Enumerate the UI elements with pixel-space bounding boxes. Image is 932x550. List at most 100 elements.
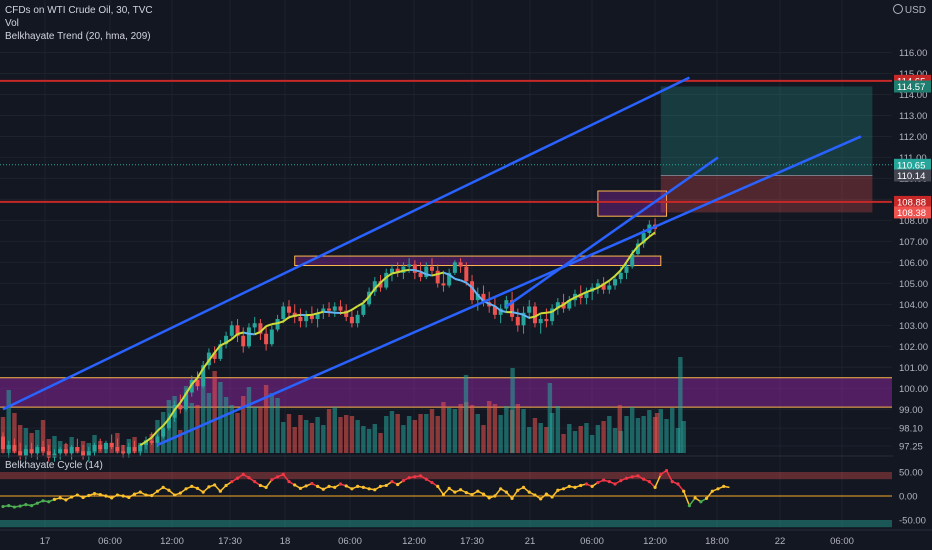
cycle-point	[579, 483, 583, 488]
cycle-point	[344, 484, 348, 488]
candle-body	[475, 293, 480, 301]
volume-bar	[326, 409, 332, 453]
volume-bar	[670, 408, 675, 453]
currency-selector[interactable]: USD	[892, 4, 926, 16]
cycle-point	[12, 505, 17, 509]
cycle-tick-label: -50.00	[899, 516, 926, 527]
price-tick-label: 113.00	[899, 111, 927, 122]
volume-bar	[658, 409, 663, 453]
time-tick-label: 18	[280, 536, 291, 547]
trend-line	[505, 156, 719, 308]
volume-bar	[595, 425, 601, 453]
price-badge-label: 110.65	[897, 160, 925, 171]
volume-bar	[612, 428, 618, 453]
candle-body	[601, 283, 606, 290]
candle-body	[378, 281, 383, 288]
volume-bar	[675, 428, 681, 453]
volume-bar	[521, 409, 526, 453]
trend-segment	[574, 293, 582, 299]
cycle-indicator-label[interactable]: Belkhayate Cycle (14)	[5, 460, 103, 471]
cycle-point	[527, 490, 531, 494]
trend-segment	[168, 409, 176, 420]
candle-body	[458, 262, 463, 267]
trend-segment	[368, 288, 376, 298]
candle-body	[595, 283, 600, 288]
symbol-title[interactable]: CFDs on WTI Crude Oil, 30, TVC	[5, 5, 153, 16]
candle-body	[338, 306, 343, 311]
cycle-point	[539, 497, 543, 501]
candle-body	[58, 449, 63, 454]
trend-segment	[248, 332, 255, 336]
volume-bar	[361, 426, 366, 453]
price-badge-label: 108.38	[897, 208, 926, 219]
cycle-point	[567, 484, 571, 488]
candle-body	[395, 268, 400, 273]
trend-segment	[345, 308, 353, 314]
horizontal-lines[interactable]	[0, 79, 892, 203]
cycle-tick-label: 50.00	[899, 468, 923, 479]
volume-bar	[401, 425, 406, 453]
volume-label[interactable]: Vol	[5, 18, 19, 29]
candle-body	[98, 444, 103, 450]
candle-body	[470, 281, 475, 301]
cycle-segment	[654, 474, 662, 488]
trend-segment	[546, 310, 553, 314]
price-axis[interactable]: 97.25 98.10 99.00 100.00 101.00 102.00 103.00 1…	[893, 0, 932, 550]
volume-bar	[332, 407, 337, 453]
candle-body	[115, 447, 120, 452]
trend-line	[2, 76, 690, 411]
cycle-point	[687, 504, 692, 508]
volume-bar	[635, 418, 641, 453]
time-axis[interactable]: 17 06:00 12:00 17:30 18 06:00 12:00 17:30 21 06:0…	[0, 529, 932, 550]
indicator-label[interactable]: Belkhayate Trend (20, hma, 209)	[5, 31, 151, 42]
cycle-band	[0, 520, 892, 528]
time-tick-label: 06:00	[98, 536, 122, 547]
cycle-tick-label: 0.00	[899, 492, 918, 503]
volume-zone-box	[0, 377, 892, 408]
trend-segment	[379, 276, 387, 284]
price-zones	[294, 190, 668, 267]
cycle-point	[316, 484, 320, 488]
time-tick-label: 12:00	[402, 536, 426, 547]
candle-body	[275, 319, 280, 330]
volume-bar	[40, 420, 46, 453]
cycle-point	[630, 475, 634, 479]
volume-bar	[681, 421, 686, 453]
volume-bar	[664, 419, 669, 453]
volume-bar	[492, 404, 498, 453]
cycle-point	[464, 491, 468, 495]
cycle-point	[390, 480, 394, 484]
volume-bar	[617, 405, 622, 453]
position-target-area	[660, 86, 873, 176]
price-tick-label: 107.00	[899, 237, 928, 248]
candle-body	[252, 323, 257, 328]
price-tick-label: 98.10	[899, 424, 923, 435]
cycle-point	[258, 483, 262, 488]
cycle-point	[596, 480, 600, 485]
long-position[interactable]	[660, 86, 873, 213]
trend-segment	[385, 272, 393, 279]
cycle-point	[607, 480, 611, 484]
candle-body	[567, 300, 572, 309]
trend-segment	[448, 273, 456, 280]
volume-bar	[372, 424, 377, 453]
candle-body	[63, 449, 68, 454]
trend-channel-lines[interactable]	[2, 76, 862, 447]
volume-bar	[183, 386, 189, 453]
cycle-point	[201, 490, 205, 494]
trend-segment	[540, 311, 547, 315]
candle-body	[258, 323, 263, 334]
volume-bar	[452, 409, 458, 453]
trend-segment	[185, 383, 193, 395]
cycle-point	[87, 493, 91, 498]
price-tick-label: 99.00	[899, 405, 923, 416]
cycle-point	[207, 485, 211, 489]
cycle-point	[710, 489, 714, 493]
volume-bar	[6, 390, 11, 453]
currency-label: USD	[904, 5, 926, 16]
candle-body	[584, 291, 589, 299]
candle-body	[195, 379, 200, 387]
trend-segment	[362, 295, 370, 304]
volume-bar	[498, 415, 503, 453]
